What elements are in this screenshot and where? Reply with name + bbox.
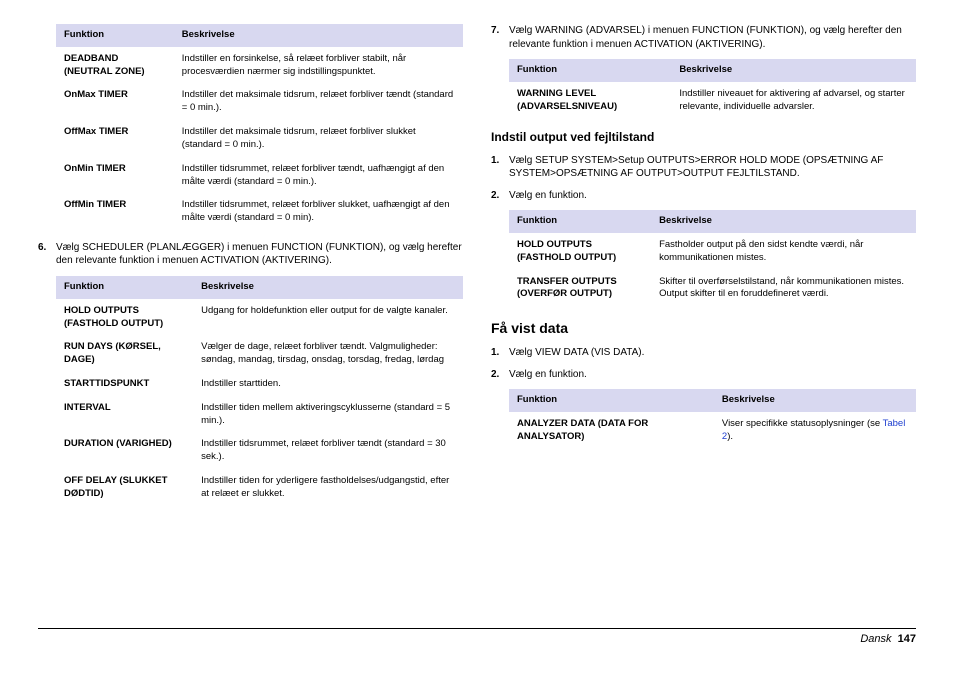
cell-text-after: ). — [727, 431, 733, 442]
table-row: RUN DAYS (KØRSEL, DAGE)Vælger de dage, r… — [56, 336, 463, 373]
step-2: 2. Vælg en funktion. — [491, 189, 916, 203]
step-text: Vælg en funktion. — [509, 368, 916, 382]
table-row: DURATION (VARIGHED)Indstiller tidsrummet… — [56, 433, 463, 470]
table-row: HOLD OUTPUTS (FASTHOLD OUTPUT)Fastholder… — [509, 233, 916, 270]
table-scheduler: Funktion Beskrivelse HOLD OUTPUTS (FASTH… — [56, 276, 463, 507]
table-viewdata: Funktion Beskrivelse ANALYZER DATA (DATA… — [509, 389, 916, 449]
footer-lang: Dansk — [860, 633, 891, 645]
page-footer: Dansk 147 — [38, 628, 916, 645]
step-2b: 2. Vælg en funktion. — [491, 368, 916, 382]
th-beskrivelse: Beskrivelse — [174, 24, 463, 47]
table-row: WARNING LEVEL (ADVARSELSNIVEAU)Indstille… — [509, 82, 916, 119]
table-row: OnMin TIMERIndstiller tidsrummet, relæet… — [56, 157, 463, 194]
step-number: 2. — [491, 189, 509, 203]
table-timers: Funktion Beskrivelse DEADBAND (NEUTRAL Z… — [56, 24, 463, 231]
table-row: OffMax TIMERIndstiller det maksimale tid… — [56, 121, 463, 158]
step-1b: 1. Vælg VIEW DATA (VIS DATA). — [491, 346, 916, 360]
step-text: Vælg WARNING (ADVARSEL) i menuen FUNCTIO… — [509, 24, 916, 51]
step-number: 1. — [491, 346, 509, 360]
th-beskrivelse: Beskrivelse — [714, 389, 916, 412]
table-row: TRANSFER OUTPUTS (OVERFØR OUTPUT)Skifter… — [509, 270, 916, 307]
th-beskrivelse: Beskrivelse — [651, 210, 916, 233]
cell-with-link: Viser specifikke statusoplysninger (se T… — [714, 412, 916, 449]
section-heading-viewdata: Få vist data — [491, 319, 916, 338]
step-1: 1. Vælg SETUP SYSTEM>Setup OUTPUTS>ERROR… — [491, 154, 916, 181]
step-number: 1. — [491, 154, 509, 181]
footer-page: 147 — [898, 633, 916, 645]
th-funktion: Funktion — [56, 276, 193, 299]
step-text: Vælg VIEW DATA (VIS DATA). — [509, 346, 916, 360]
step-text: Vælg SCHEDULER (PLANLÆGGER) i menuen FUN… — [56, 241, 463, 268]
th-funktion: Funktion — [56, 24, 174, 47]
step-number: 7. — [491, 24, 509, 51]
table-warning: Funktion Beskrivelse WARNING LEVEL (ADVA… — [509, 59, 916, 119]
step-text: Vælg en funktion. — [509, 189, 916, 203]
table-row: INTERVALIndstiller tiden mellem aktiveri… — [56, 396, 463, 433]
section-heading-error: Indstil output ved fejltilstand — [491, 129, 916, 145]
step-number: 2. — [491, 368, 509, 382]
th-beskrivelse: Beskrivelse — [671, 59, 916, 82]
table-row: OffMin TIMERIndstiller tidsrummet, relæe… — [56, 194, 463, 231]
table-row: STARTTIDSPUNKTIndstiller starttiden. — [56, 373, 463, 397]
th-funktion: Funktion — [509, 389, 714, 412]
right-column: 7. Vælg WARNING (ADVARSEL) i menuen FUNC… — [491, 24, 916, 618]
table-row: ANALYZER DATA (DATA FOR ANALYSATOR) Vise… — [509, 412, 916, 449]
th-beskrivelse: Beskrivelse — [193, 276, 463, 299]
step-number: 6. — [38, 241, 56, 268]
step-6: 6. Vælg SCHEDULER (PLANLÆGGER) i menuen … — [38, 241, 463, 268]
left-column: Funktion Beskrivelse DEADBAND (NEUTRAL Z… — [38, 24, 463, 618]
step-text: Vælg SETUP SYSTEM>Setup OUTPUTS>ERROR HO… — [509, 154, 916, 181]
cell-text-before: Viser specifikke statusoplysninger (se — [722, 418, 883, 429]
table-row: OFF DELAY (SLUKKET DØDTID)Indstiller tid… — [56, 470, 463, 507]
step-7: 7. Vælg WARNING (ADVARSEL) i menuen FUNC… — [491, 24, 916, 51]
th-funktion: Funktion — [509, 210, 651, 233]
th-funktion: Funktion — [509, 59, 671, 82]
table-row: DEADBAND (NEUTRAL ZONE)Indstiller en for… — [56, 47, 463, 84]
table-row: HOLD OUTPUTS (FASTHOLD OUTPUT)Udgang for… — [56, 299, 463, 336]
table-row: OnMax TIMERIndstiller det maksimale tids… — [56, 84, 463, 121]
table-error-hold: Funktion Beskrivelse HOLD OUTPUTS (FASTH… — [509, 210, 916, 307]
